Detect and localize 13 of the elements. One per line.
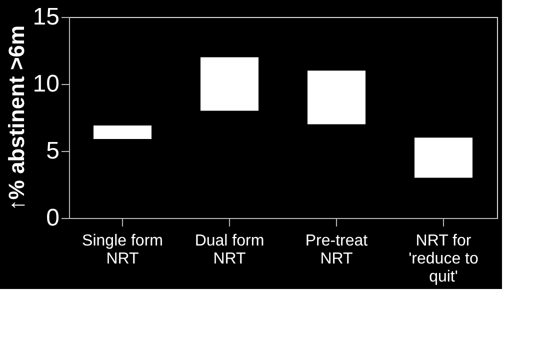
y-tick-label: 5 — [46, 138, 60, 164]
y-axis-title: ↑% abstinent >6m — [4, 25, 29, 211]
bar — [200, 57, 258, 111]
y-tick-label: 15 — [32, 4, 60, 30]
x-tick-label: NRT for 'reduce to quit' — [408, 232, 478, 286]
x-tick-label: Dual form NRT — [194, 232, 264, 268]
x-tick-label: Single form NRT — [82, 232, 163, 268]
y-tick-label: 0 — [46, 204, 60, 232]
bar — [94, 126, 152, 139]
x-tick-label: Pre-treat NRT — [305, 232, 368, 268]
bar — [414, 138, 472, 178]
bar — [308, 70, 366, 124]
y-tick-label: 10 — [32, 70, 60, 98]
